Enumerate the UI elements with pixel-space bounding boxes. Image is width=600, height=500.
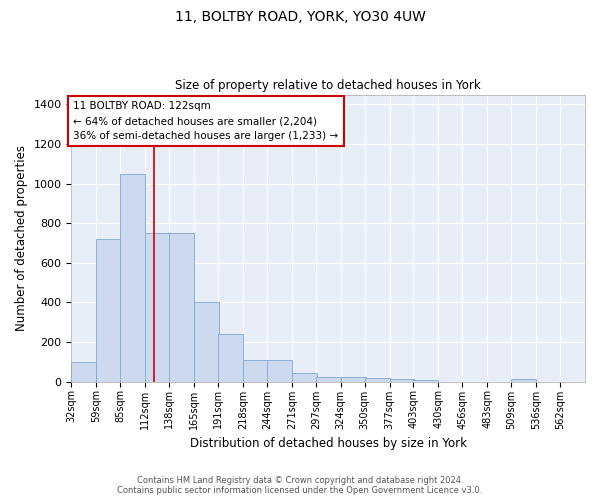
Text: Contains HM Land Registry data © Crown copyright and database right 2024.
Contai: Contains HM Land Registry data © Crown c… (118, 476, 482, 495)
Text: 11, BOLTBY ROAD, YORK, YO30 4UW: 11, BOLTBY ROAD, YORK, YO30 4UW (175, 10, 425, 24)
Bar (365, 378, 389, 382)
Bar (267, 360, 292, 382)
Y-axis label: Number of detached properties: Number of detached properties (15, 145, 28, 331)
Bar (145, 233, 170, 382)
X-axis label: Distribution of detached houses by size in York: Distribution of detached houses by size … (190, 437, 467, 450)
Bar (341, 376, 365, 382)
Bar (169, 233, 194, 382)
Bar (316, 376, 341, 382)
Bar (194, 302, 219, 382)
Bar (243, 360, 268, 382)
Bar (71, 362, 96, 382)
Title: Size of property relative to detached houses in York: Size of property relative to detached ho… (175, 79, 481, 92)
Bar (120, 174, 145, 382)
Bar (218, 334, 243, 382)
Bar (389, 378, 415, 382)
Bar (292, 372, 317, 382)
Bar (413, 380, 439, 382)
Bar (511, 378, 536, 382)
Text: 11 BOLTBY ROAD: 122sqm
← 64% of detached houses are smaller (2,204)
36% of semi-: 11 BOLTBY ROAD: 122sqm ← 64% of detached… (73, 102, 338, 141)
Bar (96, 239, 121, 382)
